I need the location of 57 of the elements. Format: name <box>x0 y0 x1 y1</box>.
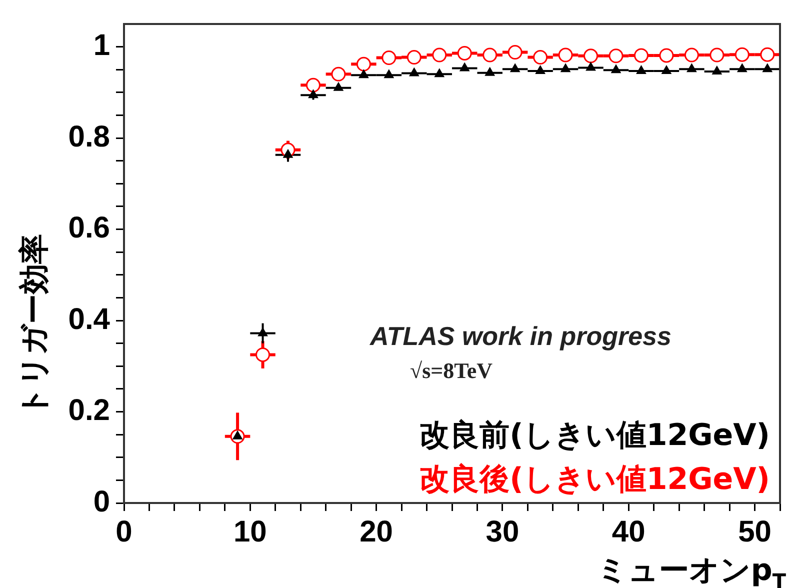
point <box>535 65 546 74</box>
x-tick-label: 30 <box>486 515 520 548</box>
y-axis-title: トリガー効率 <box>17 234 52 417</box>
text: 改良後(しきい値12GeV) <box>420 462 770 497</box>
point <box>358 70 369 78</box>
point <box>710 48 724 62</box>
y-tick-label: 0 <box>93 485 110 518</box>
point <box>508 45 522 60</box>
point <box>406 50 422 65</box>
x-tick-label: 40 <box>612 515 646 548</box>
point <box>482 48 498 62</box>
point <box>308 90 318 98</box>
point <box>737 64 747 72</box>
point <box>382 50 396 66</box>
y-tick-label: 0.2 <box>68 394 110 428</box>
point <box>331 66 346 82</box>
point <box>760 47 775 62</box>
x-tick-label: 50 <box>738 515 772 548</box>
point <box>457 46 472 60</box>
point <box>634 48 648 63</box>
point <box>485 67 495 76</box>
point <box>356 56 371 72</box>
point <box>432 48 447 62</box>
point <box>636 65 646 74</box>
point <box>659 48 674 63</box>
point <box>611 64 621 74</box>
y-tick-label: 0.6 <box>68 212 110 245</box>
x-tick-label: 0 <box>116 515 132 548</box>
point <box>460 62 470 72</box>
x-tick-label: 20 <box>360 515 393 548</box>
annotation: ATLAS work in progress <box>369 321 672 351</box>
point <box>256 347 270 362</box>
y-tick-label: 0.8 <box>68 120 110 154</box>
point <box>560 64 570 72</box>
x-tick-label: 10 <box>233 515 267 548</box>
point <box>762 64 772 72</box>
point <box>533 50 548 65</box>
point <box>510 64 520 72</box>
point <box>334 82 344 91</box>
point <box>734 47 750 62</box>
annotation: √s=8TeV <box>410 358 493 383</box>
point <box>434 68 444 78</box>
y-tick-label: 1 <box>93 29 110 62</box>
point <box>558 48 573 62</box>
point <box>712 66 722 74</box>
point <box>686 64 697 72</box>
point <box>384 70 394 78</box>
y-tick-label: 0.4 <box>68 302 110 336</box>
point <box>584 48 598 64</box>
point <box>684 48 699 62</box>
point <box>662 65 672 74</box>
text: 改良前(しきい値12GeV) <box>420 418 770 453</box>
point <box>608 48 624 64</box>
point <box>258 328 268 336</box>
point <box>409 68 419 76</box>
point <box>306 78 320 92</box>
point <box>586 62 596 71</box>
